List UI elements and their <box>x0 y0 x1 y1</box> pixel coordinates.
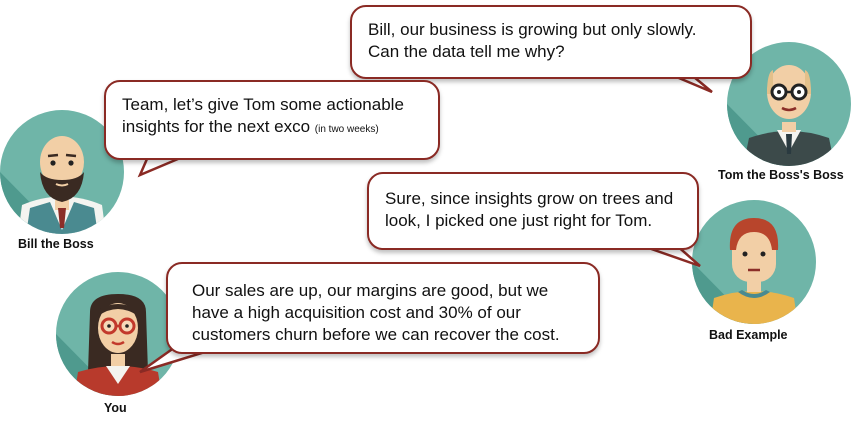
bad-speech-line-2: look, I picked one just right for Tom. <box>385 211 653 230</box>
you-speech-bubble: Our sales are up, our margins are good, … <box>166 262 600 354</box>
bill-avatar-icon <box>0 110 124 234</box>
bad-example-name-label: Bad Example <box>709 328 788 342</box>
you-name-label: You <box>104 401 127 415</box>
bill-speech-line-2: insights for the next exco (in two weeks… <box>122 116 422 141</box>
you-speech-line-2: have a high acquisition cost and 30% of … <box>192 303 521 322</box>
tom-avatar-icon <box>727 42 851 166</box>
you-speech-line-3: customers churn before we can recover th… <box>192 325 560 344</box>
bad-example-avatar-icon <box>692 200 816 324</box>
bad-speech-line-1: Sure, since insights grow on trees and <box>385 189 674 208</box>
bad-speech-bubble: Sure, since insights grow on trees and l… <box>367 172 699 250</box>
bill-speech-line-1: Team, let’s give Tom some actionable <box>122 95 404 114</box>
tom-name-label: Tom the Boss's Boss <box>718 168 844 182</box>
bill-name-label: Bill the Boss <box>18 237 94 251</box>
bill-speech-bubble: Team, let’s give Tom some actionable ins… <box>104 80 440 160</box>
bill-speech-note: (in two weeks) <box>314 124 379 135</box>
tom-speech-line-1: Bill, our business is growing but only s… <box>368 20 697 39</box>
tom-speech-bubble: Bill, our business is growing but only s… <box>350 5 752 79</box>
bill-speech-line-2-text: insights for the next exco <box>122 117 311 136</box>
tom-speech-line-2: Can the data tell me why? <box>368 42 565 61</box>
you-speech-line-1: Our sales are up, our margins are good, … <box>192 281 549 300</box>
